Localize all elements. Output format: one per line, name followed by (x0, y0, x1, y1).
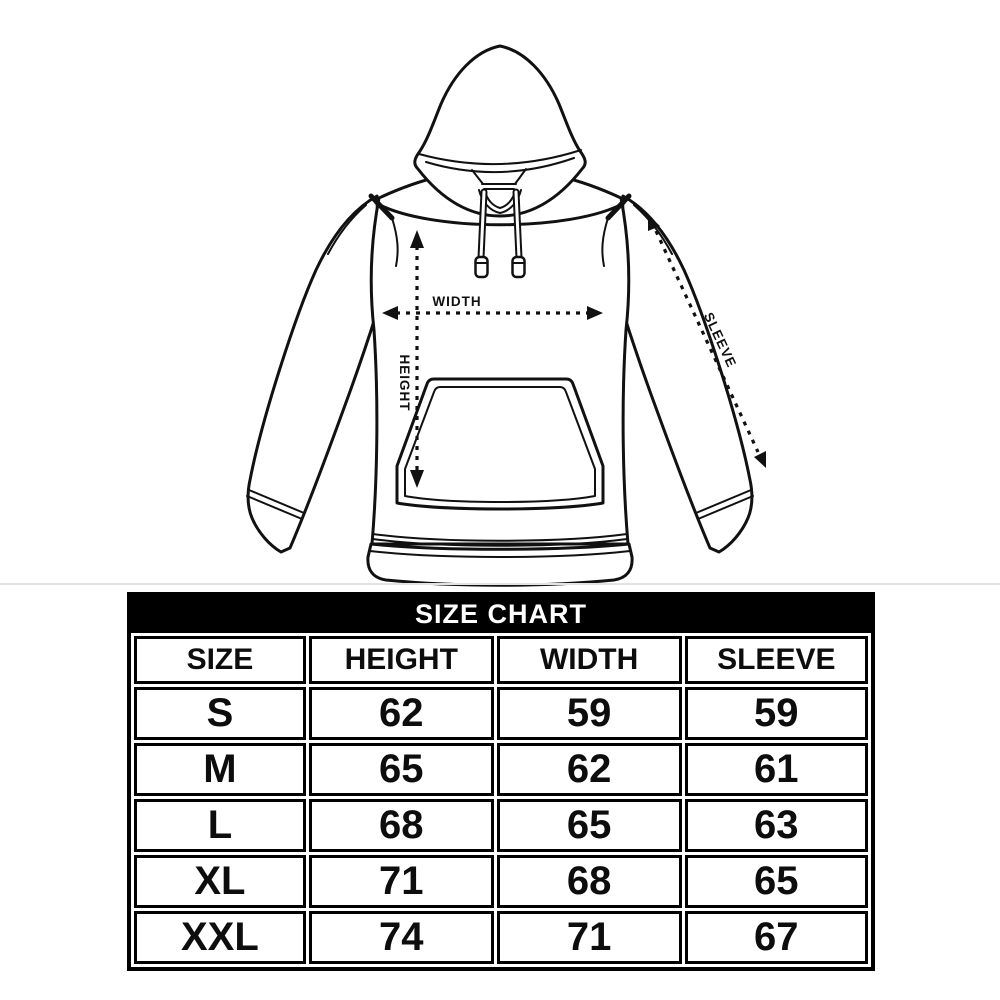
height-cell: 74 (308, 911, 494, 964)
width-cell: 65 (496, 799, 682, 852)
height-arrowhead-top (410, 230, 424, 248)
sleeve-cell: 67 (684, 911, 868, 964)
height-label: HEIGHT (397, 354, 412, 411)
column-header-width: WIDTH (496, 636, 682, 684)
hoodie-measurement-diagram: WIDTH HEIGHT SLEEVE (246, 44, 766, 587)
table-row-xxl: XXL 74 71 67 (134, 911, 868, 964)
table-row-xl: XL 71 68 65 (134, 855, 868, 908)
hood-placket (471, 168, 527, 190)
height-cell: 68 (308, 799, 494, 852)
hood (413, 44, 587, 218)
header-row: SIZE HEIGHT WIDTH SLEEVE (134, 636, 868, 684)
section-divider (0, 583, 1000, 585)
size-chart: SIZE CHART SIZE HEIGHT WIDTH SLEEVE S 62… (127, 592, 875, 971)
kangaroo-pocket (395, 377, 605, 511)
right-cuff-seam (695, 489, 754, 520)
left-drawstring (474, 188, 489, 279)
size-cell: XL (134, 855, 306, 908)
sleeve-arrowhead-bottom (754, 451, 766, 468)
sleeve-cell: 63 (684, 799, 868, 852)
width-cell: 71 (496, 911, 682, 964)
width-cell: 59 (496, 687, 682, 740)
column-header-size: SIZE (134, 636, 306, 684)
waistband (366, 542, 634, 587)
sleeve-arrowhead-top (648, 215, 660, 231)
left-aglet (474, 255, 489, 279)
table-row-m: M 65 62 61 (134, 743, 868, 796)
size-cell: M (134, 743, 306, 796)
hood-rim-seam (418, 149, 582, 174)
left-armhole-seam (391, 217, 399, 267)
table-row-l: L 68 65 63 (134, 799, 868, 852)
height-arrowhead-bottom (410, 470, 424, 488)
right-sleeve (620, 194, 754, 554)
neckline-seam (374, 201, 626, 227)
left-shoulder-seam (368, 193, 395, 221)
height-cell: 65 (308, 743, 494, 796)
pocket-inner-seam (404, 386, 596, 503)
sleeve-cell: 65 (684, 855, 868, 908)
size-cell: S (134, 687, 306, 740)
size-chart-table: SIZE HEIGHT WIDTH SLEEVE S 62 59 59 M 65… (131, 633, 871, 967)
size-cell: XXL (134, 911, 306, 964)
left-sleeve-top-seam (327, 204, 367, 255)
width-cell: 68 (496, 855, 682, 908)
height-cell: 62 (308, 687, 494, 740)
width-arrow: WIDTH (382, 294, 603, 320)
size-cell: L (134, 799, 306, 852)
width-cell: 62 (496, 743, 682, 796)
height-cell: 71 (308, 855, 494, 908)
hem-seam (372, 533, 628, 547)
size-chart-title: SIZE CHART (131, 596, 871, 633)
left-cuff-seam (246, 489, 305, 520)
sleeve-cell: 59 (684, 687, 868, 740)
right-drawstring (511, 188, 526, 279)
right-aglet (511, 255, 526, 279)
width-arrowhead-left (382, 306, 398, 320)
width-arrowhead-right (587, 306, 603, 320)
height-arrow: HEIGHT (397, 230, 424, 488)
sleeve-cell: 61 (684, 743, 868, 796)
right-shoulder-seam (605, 193, 632, 221)
right-armhole-seam (601, 217, 609, 267)
left-sleeve (246, 194, 380, 554)
table-row-s: S 62 59 59 (134, 687, 868, 740)
column-header-height: HEIGHT (308, 636, 494, 684)
column-header-sleeve: SLEEVE (684, 636, 868, 684)
right-sleeve-top-seam (633, 204, 673, 255)
width-label: WIDTH (432, 294, 481, 309)
waistband-seam (369, 550, 631, 558)
